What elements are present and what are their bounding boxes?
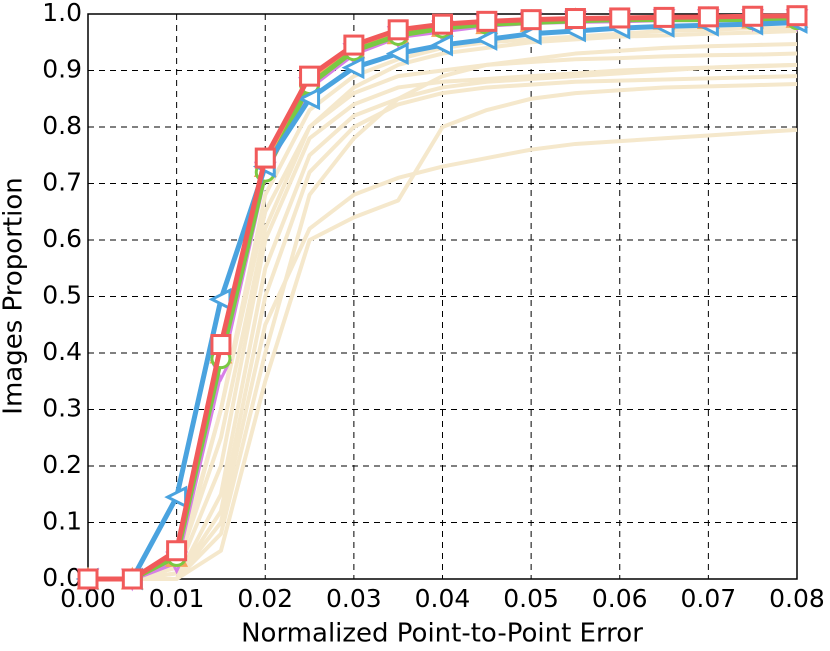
y-tick-label: 0.8 [42, 111, 82, 140]
x-tick-label: 0.06 [592, 584, 648, 613]
series-line [88, 82, 798, 581]
marker [387, 19, 409, 41]
marker [653, 6, 675, 28]
series-line [88, 127, 798, 581]
series-line [88, 28, 798, 581]
marker [385, 42, 409, 65]
marker [430, 33, 453, 57]
marker [299, 65, 321, 87]
y-tick-label: 0.4 [42, 337, 82, 366]
marker [343, 34, 365, 56]
y-tick-label: 0.3 [42, 394, 82, 423]
marker [166, 540, 188, 562]
y-tick-label: 0.7 [42, 168, 82, 197]
x-tick-label: 0.04 [415, 584, 471, 613]
x-axis-label: Normalized Point-to-Point Error [241, 619, 643, 649]
marker [341, 56, 365, 80]
marker [432, 13, 453, 35]
y-tick-label: 0.5 [42, 281, 82, 310]
y-tick-label: 0.0 [42, 563, 82, 592]
x-tick-label: 0.03 [326, 584, 382, 613]
marker [564, 8, 586, 30]
marker [697, 6, 719, 28]
y-tick-label: 0.9 [42, 55, 82, 84]
series-line [88, 74, 798, 581]
marker [254, 147, 276, 169]
x-tick-label: 0.08 [769, 584, 825, 613]
marker [77, 568, 99, 590]
marker [520, 9, 542, 31]
series-line [88, 41, 798, 581]
marker [476, 10, 498, 32]
y-tick-label: 1.0 [42, 0, 82, 27]
y-tick-label: 0.1 [42, 507, 82, 536]
marker [474, 27, 498, 51]
y-tick-label: 0.6 [42, 224, 82, 253]
marker [609, 7, 631, 29]
x-tick-label: 0.01 [149, 584, 205, 613]
series-line [88, 62, 798, 581]
marker [297, 87, 321, 111]
marker [786, 5, 808, 27]
x-tick-label: 0.05 [503, 584, 559, 613]
marker [742, 5, 764, 27]
marker [210, 334, 232, 356]
y-tick-label: 0.2 [42, 450, 82, 479]
x-tick-label: 0.07 [681, 584, 737, 613]
x-tick-label: 0.02 [237, 584, 293, 613]
y-axis-label: Images Proportion [0, 177, 29, 414]
marker [121, 568, 143, 590]
